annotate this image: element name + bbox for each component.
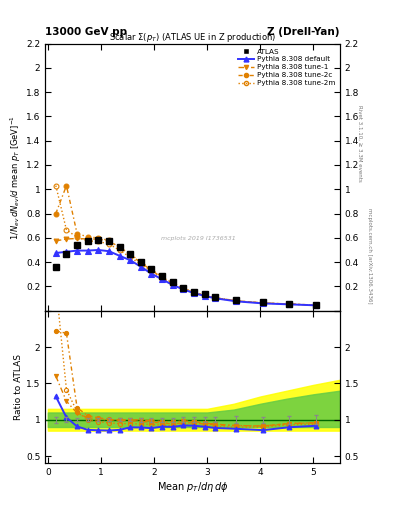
- Y-axis label: $1/N_{ev}\,dN_{ev}/d$ mean $p_T$ [GeV]$^{-1}$: $1/N_{ev}\,dN_{ev}/d$ mean $p_T$ [GeV]$^…: [9, 115, 23, 240]
- Legend: ATLAS, Pythia 8.308 default, Pythia 8.308 tune-1, Pythia 8.308 tune-2c, Pythia 8: ATLAS, Pythia 8.308 default, Pythia 8.30…: [236, 47, 336, 88]
- Text: mcplots 2019 I1736531: mcplots 2019 I1736531: [161, 236, 236, 241]
- Y-axis label: Ratio to ATLAS: Ratio to ATLAS: [14, 354, 23, 420]
- Text: 13000 GeV pp: 13000 GeV pp: [45, 27, 127, 37]
- Text: mcplots.cern.ch [arXiv:1306.3436]: mcplots.cern.ch [arXiv:1306.3436]: [367, 208, 373, 304]
- Text: Z (Drell-Yan): Z (Drell-Yan): [268, 27, 340, 37]
- Text: Rivet 3.1.10, ≥ 3.3M events: Rivet 3.1.10, ≥ 3.3M events: [358, 105, 363, 182]
- Title: Scalar $\Sigma(p_T)$ (ATLAS UE in Z production): Scalar $\Sigma(p_T)$ (ATLAS UE in Z prod…: [109, 31, 276, 44]
- X-axis label: Mean $p_T/d\eta\,d\phi$: Mean $p_T/d\eta\,d\phi$: [157, 480, 228, 494]
